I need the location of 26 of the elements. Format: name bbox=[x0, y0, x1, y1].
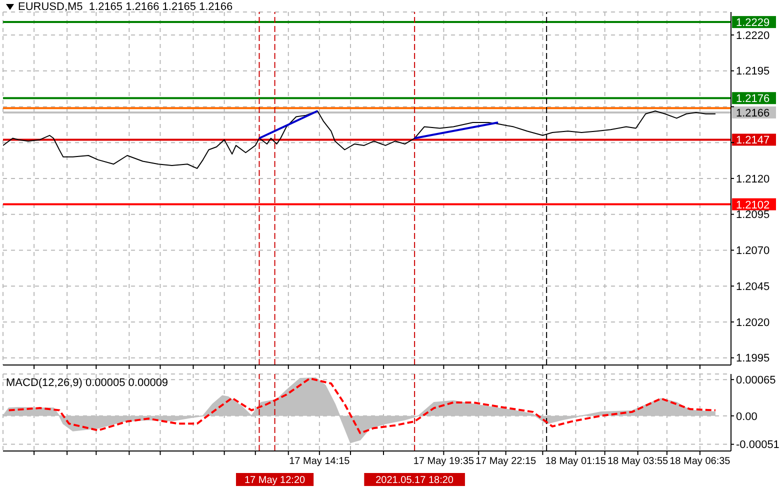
x-tick-label: 17 May 19:35 bbox=[413, 456, 474, 468]
x-tick-label: 18 May 03:55 bbox=[608, 456, 669, 468]
ref-line-label: 17 May 12:20 bbox=[244, 475, 306, 486]
ref-line-label: 2021.05.17 18:20 bbox=[376, 475, 454, 486]
y-tick-label: 1.2020 bbox=[736, 316, 770, 329]
y-tick-label: 1.1995 bbox=[736, 352, 770, 365]
ref-line-label: 1.2176 bbox=[736, 93, 770, 106]
x-tick-label: 18 May 06:35 bbox=[670, 456, 731, 468]
y-tick-label: 1.2070 bbox=[736, 245, 770, 258]
x-tick-label: 17 May 14:15 bbox=[289, 456, 350, 468]
ref-line-label: 1.2229 bbox=[736, 17, 770, 30]
y-tick-label: 1.2120 bbox=[736, 173, 770, 186]
ref-line-label: 1.2166 bbox=[736, 107, 770, 120]
ref-line-label: 1.2147 bbox=[736, 134, 770, 147]
chart-title: EURUSD,M5 1.2165 1.2166 1.2165 1.2166 bbox=[18, 1, 233, 13]
y-tick-label: 0.00065 bbox=[736, 374, 776, 386]
y-tick-label: -0.00051 bbox=[736, 439, 780, 452]
x-tick-label: 18 May 01:15 bbox=[545, 456, 606, 468]
y-tick-label: 1.2045 bbox=[736, 280, 770, 293]
chart-title: MACD(12,26,9) 0.00005 0.00009 bbox=[6, 377, 168, 389]
x-tick-label: 17 May 22:15 bbox=[476, 456, 537, 468]
y-tick-label: 1.2195 bbox=[736, 66, 770, 78]
y-tick-label: 0.00 bbox=[736, 410, 758, 423]
y-tick-label: 1.2220 bbox=[736, 30, 770, 42]
y-tick-label: 1.2095 bbox=[736, 209, 770, 222]
ref-line-label: 1.2102 bbox=[736, 199, 770, 212]
